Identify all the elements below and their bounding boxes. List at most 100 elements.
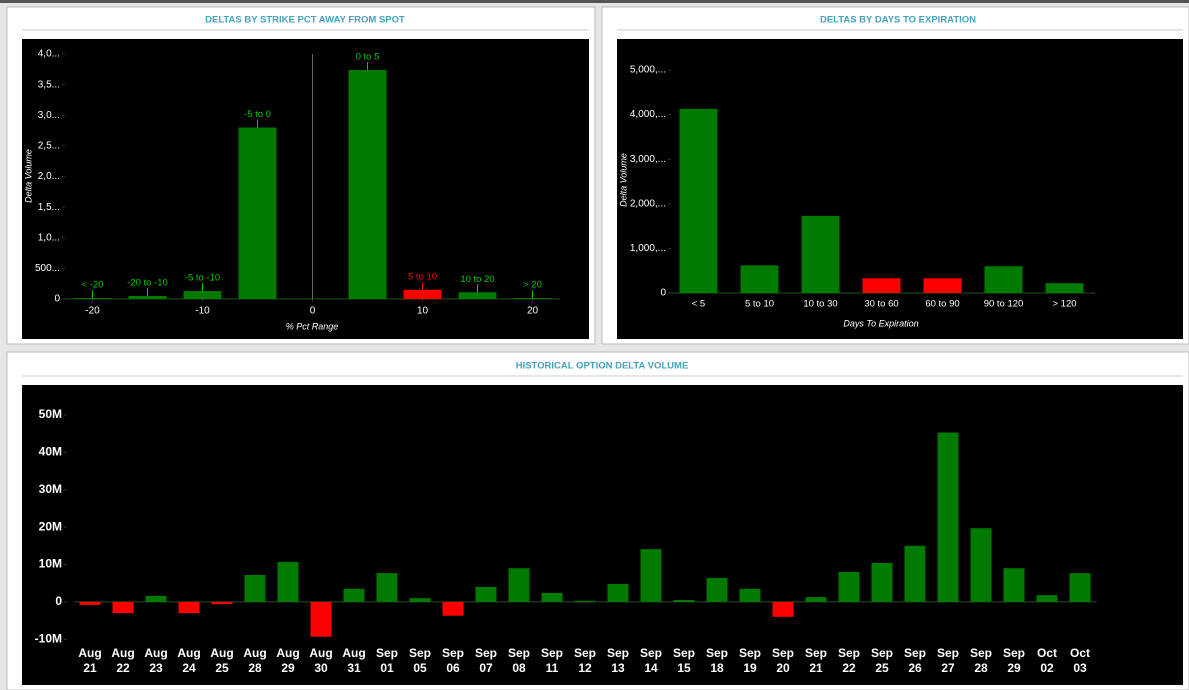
x-tick-label: 90 to 120 bbox=[984, 299, 1024, 310]
bar bbox=[904, 545, 926, 602]
x-tick-label: Oct 02 bbox=[1037, 646, 1057, 675]
bar bbox=[984, 266, 1023, 293]
x-axis-title: % Pct Range bbox=[286, 321, 339, 331]
bar-label: -20 to -10 bbox=[127, 277, 168, 288]
y-tick-label: 1,0... bbox=[38, 232, 60, 243]
bar bbox=[145, 595, 167, 602]
x-tick-label: Sep 01 bbox=[376, 646, 398, 675]
bar bbox=[970, 528, 992, 602]
x-tick-label: Sep 14 bbox=[640, 646, 662, 675]
y-tick-label: 4,000,... bbox=[630, 109, 666, 120]
x-tick-label: Sep 21 bbox=[805, 646, 827, 675]
bar bbox=[607, 583, 629, 602]
y-tick-label: 1,5... bbox=[38, 202, 60, 213]
bar bbox=[112, 601, 134, 614]
bar bbox=[238, 127, 277, 299]
x-tick-label: Sep 18 bbox=[706, 646, 728, 675]
x-tick-label: Aug 23 bbox=[144, 646, 167, 675]
x-tick-label: Sep 12 bbox=[574, 646, 596, 675]
y-tick-label: 20M bbox=[39, 519, 62, 533]
y-tick-label: 4,0... bbox=[38, 49, 60, 60]
bar bbox=[376, 573, 398, 602]
y-tick-label: 2,5... bbox=[38, 141, 60, 152]
bar-label: < -20 bbox=[82, 280, 104, 291]
bar bbox=[458, 292, 497, 299]
chart-title: HISTORICAL OPTION DELTA VOLUME bbox=[516, 361, 689, 372]
bar bbox=[442, 601, 464, 616]
x-tick-label: Sep 28 bbox=[970, 646, 992, 675]
x-tick-label: 20 bbox=[527, 306, 539, 317]
bar bbox=[772, 601, 794, 617]
bar bbox=[73, 298, 112, 299]
x-tick-label: 10 bbox=[417, 306, 429, 317]
y-tick-label: 3,000,... bbox=[630, 154, 666, 165]
x-tick-label: 10 to 30 bbox=[803, 299, 837, 310]
y-axis-title: Delta Volume bbox=[23, 149, 33, 203]
x-tick-label: < 5 bbox=[692, 299, 705, 310]
bar bbox=[673, 600, 695, 602]
bar bbox=[805, 597, 827, 602]
x-axis-title: Days To Expiration bbox=[843, 318, 918, 328]
x-tick-label: Aug 24 bbox=[177, 646, 200, 675]
bar bbox=[178, 601, 200, 614]
bar bbox=[541, 592, 563, 602]
bar-label: -5 to -10 bbox=[185, 273, 220, 284]
x-tick-label: Aug 30 bbox=[309, 646, 332, 675]
bar-label: 10 to 20 bbox=[460, 274, 494, 285]
top-strip bbox=[0, 0, 1189, 3]
bar bbox=[403, 289, 442, 299]
chart-title: DELTAS BY DAYS TO EXPIRATION bbox=[820, 15, 976, 26]
x-tick-label: 60 to 90 bbox=[925, 299, 959, 310]
x-tick-label: Sep 19 bbox=[739, 646, 761, 675]
x-tick-label: Sep 08 bbox=[508, 646, 530, 675]
bar bbox=[574, 600, 596, 602]
x-tick-label: Sep 20 bbox=[772, 646, 794, 675]
y-tick-label: 1,000,... bbox=[630, 243, 666, 254]
x-tick-label: Sep 06 bbox=[442, 646, 464, 675]
bar bbox=[1069, 573, 1091, 602]
bar bbox=[706, 577, 728, 602]
x-tick-label: 30 to 60 bbox=[864, 299, 898, 310]
y-tick-label: 3,0... bbox=[38, 110, 60, 121]
x-tick-label: Sep 15 bbox=[673, 646, 695, 675]
y-tick-label: 500... bbox=[35, 263, 60, 274]
bar bbox=[343, 588, 365, 602]
bar bbox=[640, 549, 662, 602]
bar bbox=[211, 601, 233, 605]
x-tick-label: Aug 25 bbox=[210, 646, 233, 675]
bar-label: 0 to 5 bbox=[356, 51, 380, 62]
bar bbox=[79, 601, 101, 605]
bar bbox=[310, 601, 332, 637]
bar bbox=[475, 586, 497, 602]
y-tick-label: 3,5... bbox=[38, 79, 60, 90]
bar bbox=[862, 278, 901, 293]
bar bbox=[508, 568, 530, 602]
bar bbox=[128, 295, 167, 299]
plot-area bbox=[22, 385, 1183, 685]
x-tick-label: Sep 05 bbox=[409, 646, 431, 675]
x-tick-label: Aug 22 bbox=[111, 646, 134, 675]
y-tick-label: 10M bbox=[39, 557, 62, 571]
chart-title: DELTAS BY STRIKE PCT AWAY FROM SPOT bbox=[205, 15, 405, 26]
bar bbox=[513, 298, 552, 299]
y-tick-label: 0 bbox=[55, 594, 62, 608]
y-tick-label: 50M bbox=[39, 407, 62, 421]
bar bbox=[801, 215, 840, 293]
y-tick-label: 0 bbox=[54, 294, 60, 305]
x-tick-label: Aug 21 bbox=[78, 646, 101, 675]
x-tick-label: 0 bbox=[310, 306, 316, 317]
x-tick-label: Sep 13 bbox=[607, 646, 629, 675]
bar bbox=[1036, 595, 1058, 602]
y-tick-label: 5,000,... bbox=[630, 65, 666, 76]
x-tick-label: Oct 03 bbox=[1070, 646, 1090, 675]
y-axis-title: Delta Volume bbox=[618, 153, 628, 207]
bar-label: 5 to 10 bbox=[408, 271, 437, 282]
bar bbox=[244, 574, 266, 602]
y-tick-label: 0 bbox=[660, 288, 666, 299]
bar bbox=[740, 265, 779, 293]
bar bbox=[348, 69, 387, 299]
bar bbox=[739, 588, 761, 602]
bar bbox=[923, 278, 962, 293]
y-tick-label: 40M bbox=[39, 445, 62, 459]
x-tick-label: Sep 07 bbox=[475, 646, 497, 675]
